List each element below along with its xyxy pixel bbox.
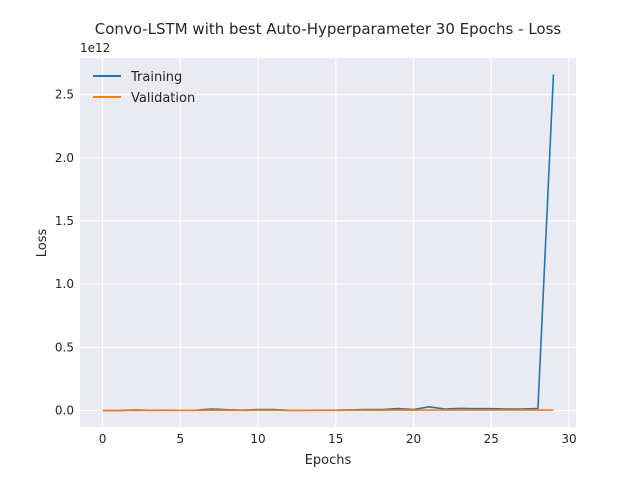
y-tick-label: 1.5 — [55, 214, 74, 228]
x-tick-label: 30 — [561, 432, 576, 446]
x-tick-label: 0 — [99, 432, 107, 446]
series-line-validation — [102, 409, 554, 412]
x-tick-label: 20 — [406, 432, 421, 446]
x-tick-label: 25 — [484, 432, 499, 446]
series-layer — [102, 74, 555, 412]
legend-label-training: Training — [130, 70, 182, 85]
y-tick-label: 2.5 — [55, 88, 74, 102]
x-axis-label: Epochs — [305, 453, 352, 468]
plot-area — [80, 58, 576, 427]
y-offset-label: 1e12 — [80, 41, 110, 55]
y-tick-label: 1.0 — [55, 277, 74, 291]
y-tick-labels: 0.0 0.5 1.0 1.5 2.0 2.5 — [55, 88, 74, 418]
x-tick-label: 10 — [250, 432, 265, 446]
y-tick-label: 0.5 — [55, 340, 74, 354]
y-tick-label: 0.0 — [55, 404, 74, 418]
legend: Training Validation — [93, 70, 195, 106]
x-tick-label: 15 — [328, 432, 343, 446]
y-axis-label: Loss — [35, 229, 50, 258]
chart-title: Convo-LSTM with best Auto-Hyperparameter… — [95, 20, 562, 38]
y-tick-label: 2.0 — [55, 151, 74, 165]
x-tick-labels: 0 5 10 15 20 25 30 — [99, 432, 577, 446]
x-tick-label: 5 — [176, 432, 184, 446]
legend-label-validation: Validation — [131, 91, 195, 106]
